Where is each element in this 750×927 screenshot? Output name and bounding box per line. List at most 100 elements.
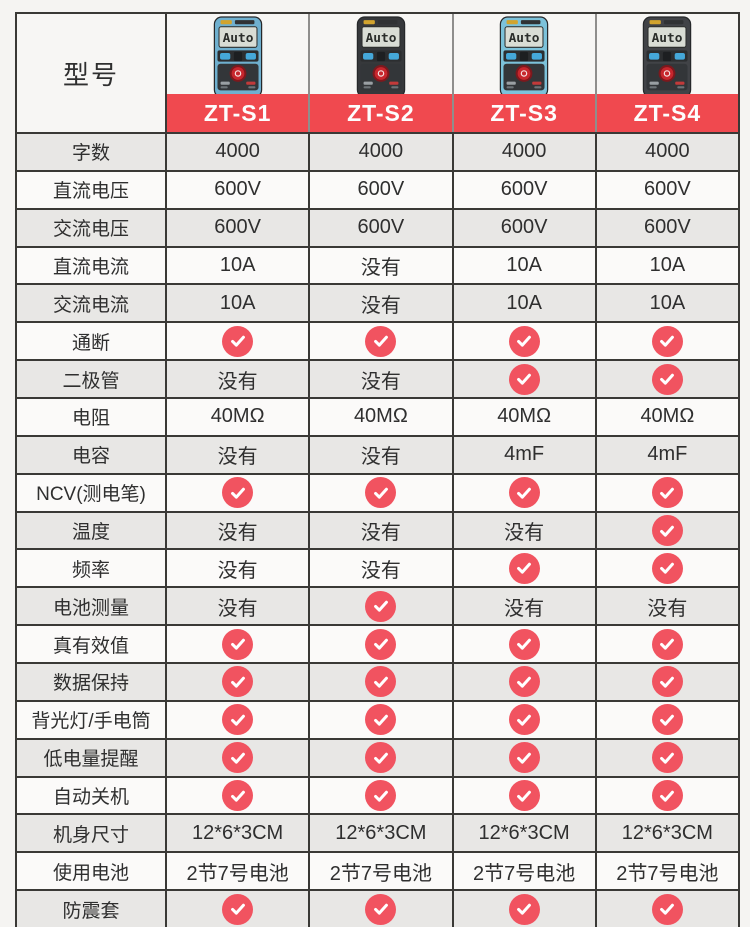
table-row: 背光灯/手电筒 bbox=[17, 699, 738, 738]
spec-value-cell bbox=[310, 626, 454, 663]
spec-value-cell: 600V bbox=[310, 171, 454, 208]
spec-value-cell: 没有 bbox=[167, 550, 311, 587]
model-name-badge: ZT-S4 bbox=[596, 94, 738, 132]
table-row: 二极管 没有 没有 bbox=[17, 359, 738, 398]
table-row: 直流电流 10A 没有 10A 10A bbox=[17, 245, 738, 284]
check-icon bbox=[651, 477, 683, 509]
spec-value-cell bbox=[454, 701, 597, 738]
spec-value-text: 4000 bbox=[501, 140, 547, 163]
check-icon bbox=[365, 590, 397, 622]
check-icon bbox=[651, 515, 683, 547]
table-row: 防震套 bbox=[17, 889, 738, 927]
spec-value-cell bbox=[597, 550, 738, 586]
spec-value-cell bbox=[597, 361, 738, 397]
table-row: 温度 没有 没有 没有 bbox=[17, 510, 738, 549]
product-comparison-table: 型号 Auto ZT-S1 Auto ZT-S2 Auto ZT-S3 Auto… bbox=[15, 12, 740, 927]
spec-value-text: 10A bbox=[649, 291, 686, 314]
spec-value-cell: 没有 bbox=[167, 361, 311, 398]
check-icon bbox=[508, 552, 540, 584]
spec-value-cell: 10A bbox=[454, 285, 597, 322]
multimeter-icon: Auto bbox=[213, 16, 262, 94]
model-column-header-zt-s2: Auto ZT-S2 bbox=[310, 14, 454, 132]
spec-value-text: 12*6*3CM bbox=[478, 821, 570, 844]
check-icon bbox=[508, 742, 540, 774]
check-icon bbox=[222, 742, 254, 774]
spec-value-text: 10A bbox=[219, 254, 256, 276]
row-label: 使用电池 bbox=[17, 853, 167, 890]
spec-value-text: 没有 bbox=[360, 559, 401, 582]
spec-value-cell: 没有 bbox=[310, 436, 454, 473]
spec-value-cell bbox=[167, 323, 311, 360]
spec-value-cell bbox=[597, 778, 738, 814]
spec-value-text: 40MΩ bbox=[210, 405, 265, 428]
model-column-header-zt-s4: Auto ZT-S4 bbox=[596, 14, 738, 132]
row-label: 频率 bbox=[17, 550, 167, 587]
table-row: 使用电池 2节7号电池 2节7号电池 2节7号电池 2节7号电池 bbox=[17, 851, 738, 890]
table-row: 频率 没有 没有 bbox=[17, 548, 738, 587]
row-label: 背光灯/手电筒 bbox=[17, 701, 167, 738]
row-label: 低电量提醒 bbox=[17, 739, 167, 776]
spec-value-cell bbox=[454, 664, 597, 700]
check-icon bbox=[365, 704, 397, 736]
spec-value-cell: 没有 bbox=[310, 550, 454, 587]
check-icon bbox=[508, 325, 540, 357]
spec-value-cell: 没有 bbox=[310, 361, 454, 398]
check-icon bbox=[651, 325, 683, 357]
spec-value-cell bbox=[597, 664, 738, 700]
spec-value-cell: 600V bbox=[167, 209, 311, 246]
table-row: NCV(测电笔) bbox=[17, 472, 738, 511]
multimeter-icon: Auto bbox=[356, 16, 406, 94]
check-icon bbox=[222, 780, 254, 812]
spec-value-text: 4mF bbox=[647, 443, 688, 466]
spec-value-cell: 40MΩ bbox=[454, 399, 597, 435]
row-label: 交流电流 bbox=[17, 285, 167, 322]
spec-value-cell bbox=[454, 626, 597, 663]
spec-value-cell: 10A bbox=[597, 248, 738, 284]
model-name-badge: ZT-S2 bbox=[310, 94, 452, 132]
table-row: 低电量提醒 bbox=[17, 737, 738, 776]
spec-value-cell: 没有 bbox=[454, 588, 597, 625]
spec-value-text: 没有 bbox=[360, 370, 401, 393]
table-row: 机身尺寸 12*6*3CM 12*6*3CM 12*6*3CM 12*6*3CM bbox=[17, 813, 738, 852]
spec-value-cell bbox=[167, 474, 311, 511]
spec-value-text: 没有 bbox=[217, 559, 258, 582]
spec-value-cell bbox=[597, 891, 738, 927]
spec-value-cell bbox=[597, 513, 738, 549]
spec-value-cell: 没有 bbox=[454, 512, 597, 549]
check-icon bbox=[651, 363, 683, 395]
check-icon bbox=[365, 742, 397, 774]
spec-value-text: 2节7号电池 bbox=[329, 862, 432, 885]
spec-value-text: 600V bbox=[357, 178, 405, 201]
spec-value-text: 没有 bbox=[647, 597, 688, 620]
spec-value-text: 600V bbox=[500, 178, 548, 201]
spec-value-cell: 2节7号电池 bbox=[454, 853, 597, 890]
check-icon bbox=[365, 666, 397, 698]
spec-value-text: 4mF bbox=[504, 443, 545, 466]
multimeter-icon: Auto bbox=[499, 16, 549, 94]
spec-value-cell bbox=[597, 323, 738, 359]
check-icon bbox=[651, 628, 683, 660]
spec-value-cell bbox=[310, 739, 454, 776]
svg-text:Auto: Auto bbox=[509, 31, 540, 46]
spec-value-text: 40MΩ bbox=[353, 405, 408, 428]
spec-value-cell bbox=[310, 777, 454, 814]
spec-value-cell: 没有 bbox=[597, 588, 738, 624]
check-icon bbox=[365, 780, 397, 812]
spec-value-cell: 12*6*3CM bbox=[310, 815, 454, 852]
spec-value-cell: 12*6*3CM bbox=[167, 815, 311, 852]
table-header-row: 型号 Auto ZT-S1 Auto ZT-S2 Auto ZT-S3 Auto… bbox=[17, 14, 738, 132]
table-row: 数据保持 bbox=[17, 662, 738, 700]
check-icon bbox=[508, 628, 540, 660]
spec-value-text: 600V bbox=[644, 178, 691, 201]
spec-value-text: 10A bbox=[219, 291, 256, 314]
spec-value-cell bbox=[597, 702, 738, 738]
check-icon bbox=[651, 780, 683, 812]
spec-value-cell: 没有 bbox=[310, 247, 454, 284]
spec-value-cell bbox=[454, 474, 597, 511]
table-row: 字数 4000 4000 4000 4000 bbox=[17, 132, 738, 170]
spec-value-cell: 4000 bbox=[310, 134, 454, 170]
row-label: 机身尺寸 bbox=[17, 815, 167, 852]
check-icon bbox=[365, 477, 397, 509]
check-icon bbox=[651, 704, 683, 736]
check-icon bbox=[222, 893, 254, 925]
